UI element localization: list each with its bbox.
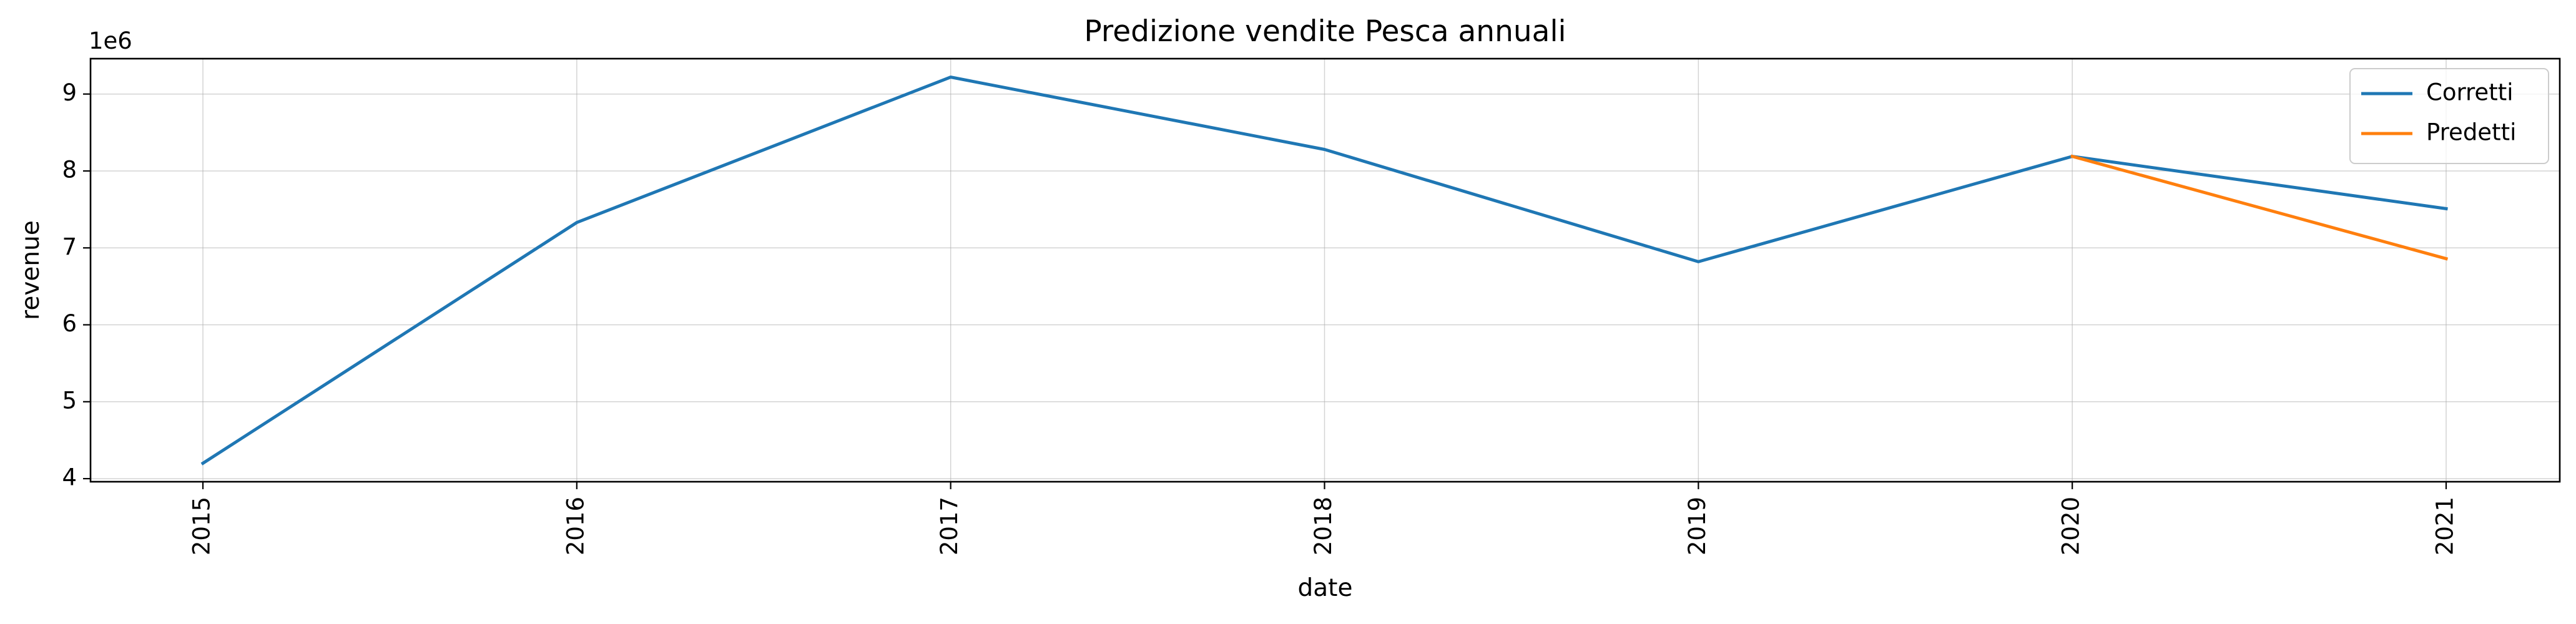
y-tick-label: 4 [62, 464, 77, 491]
x-tick-label: 2016 [562, 497, 589, 555]
y-tick-label: 6 [62, 310, 77, 337]
y-axis-offset-label: 1e6 [89, 27, 132, 54]
x-axis-label: date [1298, 574, 1353, 602]
y-tick-label: 8 [62, 156, 77, 183]
x-tick-label: 2021 [2432, 497, 2459, 555]
legend: Corretti Predetti [2350, 69, 2549, 163]
chart-title: Predizione vendite Pesca annuali [1084, 14, 1566, 49]
x-tick-label: 2018 [1310, 497, 1337, 555]
x-tick-label: 2017 [936, 497, 963, 555]
x-tick-label: 2020 [2058, 497, 2085, 555]
legend-label-predetti: Predetti [2426, 119, 2516, 146]
x-tick-label: 2019 [1684, 497, 1711, 555]
x-tick-label: 2015 [189, 497, 215, 555]
y-tick-label: 7 [62, 233, 77, 260]
legend-label-corretti: Corretti [2426, 79, 2514, 106]
y-tick-label: 5 [62, 387, 77, 414]
y-tick-label: 9 [62, 79, 77, 106]
y-axis-label: revenue [17, 220, 45, 320]
